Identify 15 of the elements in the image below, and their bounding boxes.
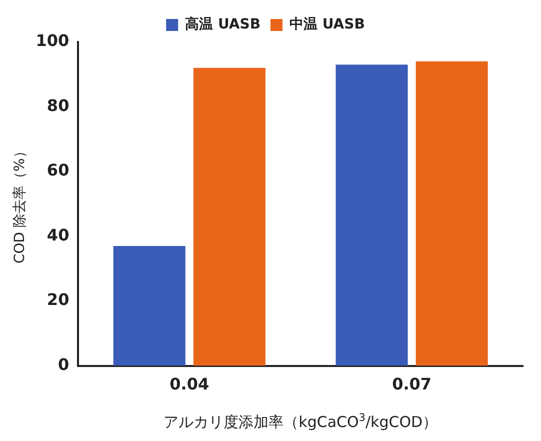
bar [113,246,186,366]
y-tick-label: 0 [58,354,70,374]
bar [416,61,488,366]
x-tick-label: 0.04 [170,374,210,394]
legend-label: 中温 UASB [290,16,365,33]
bar [193,68,266,366]
bar [336,64,408,366]
y-tick-label: 80 [46,96,70,115]
x-tick-label: 0.07 [392,374,432,394]
y-tick-label: 40 [46,225,70,244]
y-axis-title: COD 除去率（%） [12,144,28,264]
y-tick-label: 20 [46,290,70,310]
y-tick-label: 60 [46,160,70,180]
y-tick-label: 100 [36,31,70,50]
legend-label: 高温 UASB [185,16,261,33]
